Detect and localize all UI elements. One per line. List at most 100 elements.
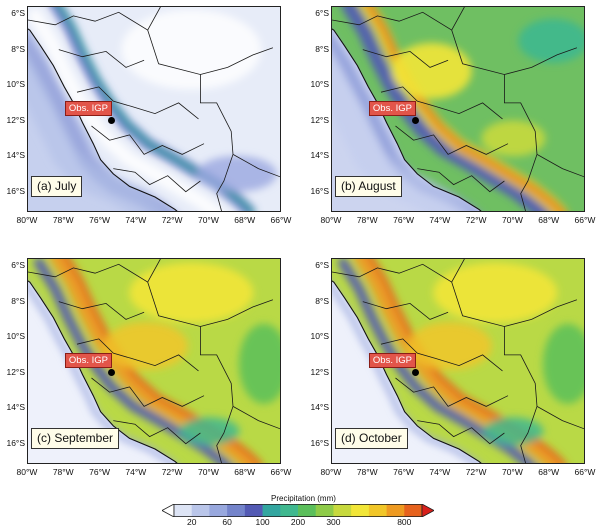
latitude-label: 6°S bbox=[11, 8, 25, 19]
colorbar-min-arrow bbox=[161, 503, 175, 518]
precipitation-field bbox=[332, 259, 584, 463]
longitude-label: 72°W bbox=[465, 467, 487, 477]
station-label: Obs. IGP bbox=[64, 353, 112, 369]
admin-border bbox=[362, 301, 449, 320]
longitude-label: 78°W bbox=[356, 467, 378, 477]
colorbar-swatch bbox=[174, 504, 193, 517]
latitude-label: 12°S bbox=[310, 114, 329, 125]
latitude-label: 6°S bbox=[315, 8, 329, 19]
colorbar-swatch bbox=[191, 504, 210, 517]
longitude-label: 80°W bbox=[16, 215, 38, 225]
admin-border bbox=[147, 281, 234, 407]
colorbar-swatch bbox=[227, 504, 246, 517]
colorbar-swatch bbox=[351, 504, 370, 517]
admin-border bbox=[380, 338, 503, 372]
latitude-label: 14°S bbox=[310, 150, 329, 161]
latitude-label: 10°S bbox=[6, 79, 25, 90]
admin-border bbox=[216, 154, 234, 211]
station-label: Obs. IGP bbox=[64, 101, 112, 117]
colorbar-title: Precipitation (mm) bbox=[271, 494, 336, 503]
precipitation-map bbox=[332, 259, 584, 463]
longitude-label: 74°W bbox=[429, 467, 451, 477]
latitude-label: 14°S bbox=[6, 150, 25, 161]
longitude-label: 66°W bbox=[270, 215, 292, 225]
coastline bbox=[332, 28, 482, 211]
coastline bbox=[28, 28, 178, 211]
colorbar bbox=[161, 503, 435, 518]
latitude-label: 14°S bbox=[310, 402, 329, 413]
colorbar-swatch bbox=[404, 504, 423, 517]
admin-border bbox=[451, 281, 538, 407]
admin-border bbox=[113, 168, 201, 193]
longitude-label: 70°W bbox=[197, 467, 219, 477]
admin-border bbox=[232, 154, 280, 178]
admin-border bbox=[395, 125, 509, 155]
precipitation-map bbox=[332, 7, 584, 211]
longitude-label: 80°W bbox=[16, 467, 38, 477]
admin-border bbox=[147, 29, 234, 155]
longitude-label: 76°W bbox=[393, 215, 414, 225]
admin-border bbox=[362, 49, 449, 68]
latitude-label: 6°S bbox=[11, 260, 25, 271]
longitude-label: 68°W bbox=[234, 215, 256, 225]
admin-border bbox=[232, 406, 280, 430]
longitude-label: 78°W bbox=[52, 215, 74, 225]
longitude-label: 72°W bbox=[161, 215, 183, 225]
latitude-label: 12°S bbox=[6, 114, 25, 125]
precipitation-map bbox=[28, 7, 280, 211]
longitude-label: 72°W bbox=[465, 215, 487, 225]
colorbar-max-arrow bbox=[421, 503, 435, 518]
longitude-label: 66°W bbox=[574, 467, 596, 477]
admin-border bbox=[417, 168, 505, 193]
map-panel bbox=[27, 6, 281, 212]
latitude-label: 8°S bbox=[315, 295, 329, 306]
longitude-label: 80°W bbox=[320, 467, 342, 477]
latitude-label: 16°S bbox=[310, 437, 329, 448]
longitude-label: 78°W bbox=[356, 215, 378, 225]
admin-border bbox=[91, 125, 205, 155]
admin-border bbox=[76, 338, 199, 372]
coastline bbox=[28, 280, 178, 463]
admin-border bbox=[200, 47, 274, 75]
latitude-label: 8°S bbox=[11, 43, 25, 54]
latitude-label: 8°S bbox=[315, 43, 329, 54]
map-panel bbox=[331, 258, 585, 464]
colorbar-swatch bbox=[209, 504, 228, 517]
admin-border bbox=[380, 86, 503, 120]
latitude-label: 10°S bbox=[310, 331, 329, 342]
colorbar-tick-label: 300 bbox=[326, 517, 341, 527]
latitude-label: 14°S bbox=[6, 402, 25, 413]
latitude-label: 6°S bbox=[315, 260, 329, 271]
colorbar-swatch bbox=[280, 504, 299, 517]
station-marker bbox=[412, 116, 420, 124]
admin-border bbox=[113, 420, 201, 445]
latitude-label: 10°S bbox=[310, 79, 329, 90]
admin-border bbox=[200, 299, 274, 327]
admin-border bbox=[58, 301, 145, 320]
latitude-label: 16°S bbox=[6, 437, 25, 448]
longitude-label: 66°W bbox=[574, 215, 596, 225]
longitude-label: 66°W bbox=[270, 467, 292, 477]
map-panel bbox=[331, 6, 585, 212]
colorbar-tick-label: 60 bbox=[222, 517, 232, 527]
latitude-label: 12°S bbox=[310, 366, 329, 377]
longitude-label: 78°W bbox=[52, 467, 74, 477]
precipitation-field bbox=[332, 7, 584, 211]
panel-caption: (d) October bbox=[335, 428, 408, 449]
longitude-label: 70°W bbox=[501, 215, 523, 225]
longitude-label: 68°W bbox=[234, 467, 256, 477]
longitude-label: 76°W bbox=[393, 467, 414, 477]
longitude-label: 70°W bbox=[197, 215, 219, 225]
coastline bbox=[332, 280, 482, 463]
admin-border bbox=[520, 406, 538, 463]
latitude-label: 8°S bbox=[11, 295, 25, 306]
longitude-label: 76°W bbox=[89, 467, 110, 477]
colorbar-tick-label: 20 bbox=[186, 517, 197, 527]
colorbar-tick-label: 200 bbox=[290, 517, 306, 527]
longitude-label: 68°W bbox=[538, 467, 560, 477]
latitude-label: 16°S bbox=[310, 185, 329, 196]
latitude-label: 16°S bbox=[6, 185, 25, 196]
longitude-label: 72°W bbox=[161, 467, 183, 477]
longitude-label: 80°W bbox=[320, 215, 342, 225]
admin-border bbox=[91, 377, 205, 407]
